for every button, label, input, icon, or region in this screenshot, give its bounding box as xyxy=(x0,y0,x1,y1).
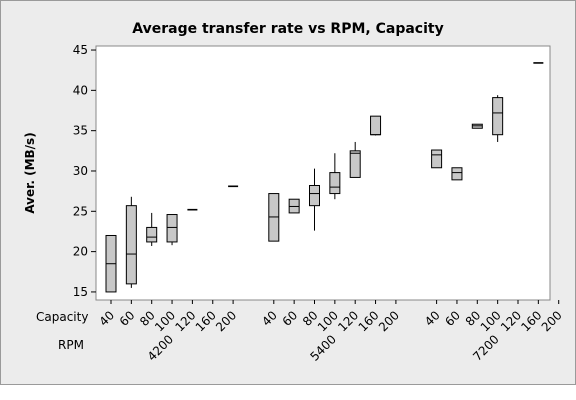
capacity-tick-label: 200 xyxy=(376,308,402,334)
y-tick-label: 15 xyxy=(73,285,88,299)
box-iqr xyxy=(309,184,320,207)
box-iqr xyxy=(349,150,361,178)
capacity-tick-label: 60 xyxy=(442,308,463,329)
capacity-tick-label: 40 xyxy=(422,308,443,329)
box-5400-80 xyxy=(309,168,320,231)
capacity-tick-label: 200 xyxy=(213,308,239,334)
y-axis-label: Aver. (MB/s) xyxy=(23,132,37,213)
box-iqr xyxy=(329,172,341,195)
box-5400-120 xyxy=(349,141,361,178)
capacity-tick-label: 40 xyxy=(259,308,280,329)
box-7200-40 xyxy=(431,149,443,169)
rpm-tick-label: 5400 xyxy=(307,332,338,363)
y-tick-label: 35 xyxy=(73,124,88,138)
box-iqr xyxy=(146,226,158,243)
box-iqr xyxy=(125,205,137,285)
plot-area xyxy=(95,45,551,301)
box-iqr xyxy=(370,115,382,136)
box-5400-100 xyxy=(329,153,341,200)
y-tick-label: 25 xyxy=(73,204,88,218)
box-4200-80 xyxy=(146,212,158,246)
chart-title: Average transfer rate vs RPM, Capacity xyxy=(132,21,443,37)
box-7200-60 xyxy=(451,167,463,181)
box-5400-160 xyxy=(370,115,382,136)
capacity-tick-label: 40 xyxy=(96,308,117,329)
rpm-tick-label: 7200 xyxy=(470,332,501,363)
box-5400-60 xyxy=(288,198,300,214)
capacity-row-label: Capacity xyxy=(36,310,88,324)
box-7200-100 xyxy=(492,95,504,142)
y-tick-label: 20 xyxy=(73,245,88,259)
box-iqr xyxy=(166,214,178,243)
box-5400-40 xyxy=(268,193,280,242)
box-4200-40 xyxy=(105,234,117,293)
capacity-tick-label: 200 xyxy=(539,308,565,334)
capacity-tick-label: 60 xyxy=(280,308,301,329)
rpm-row-label: RPM xyxy=(58,338,84,352)
box-4200-100 xyxy=(166,214,178,246)
box-iqr xyxy=(492,97,504,136)
box-4200-60 xyxy=(125,196,137,288)
box-iqr xyxy=(451,167,463,181)
y-tick-label: 45 xyxy=(73,43,88,57)
box-7200-80 xyxy=(471,123,483,129)
rpm-tick-label: 4200 xyxy=(145,332,176,363)
y-tick-label: 30 xyxy=(73,164,88,178)
y-axis: 15 20 25 30 35 40 45 xyxy=(73,43,96,299)
capacity-tick-label: 60 xyxy=(117,308,138,329)
box-iqr xyxy=(431,149,443,169)
box-series xyxy=(105,62,544,293)
y-tick-label: 40 xyxy=(73,83,88,97)
